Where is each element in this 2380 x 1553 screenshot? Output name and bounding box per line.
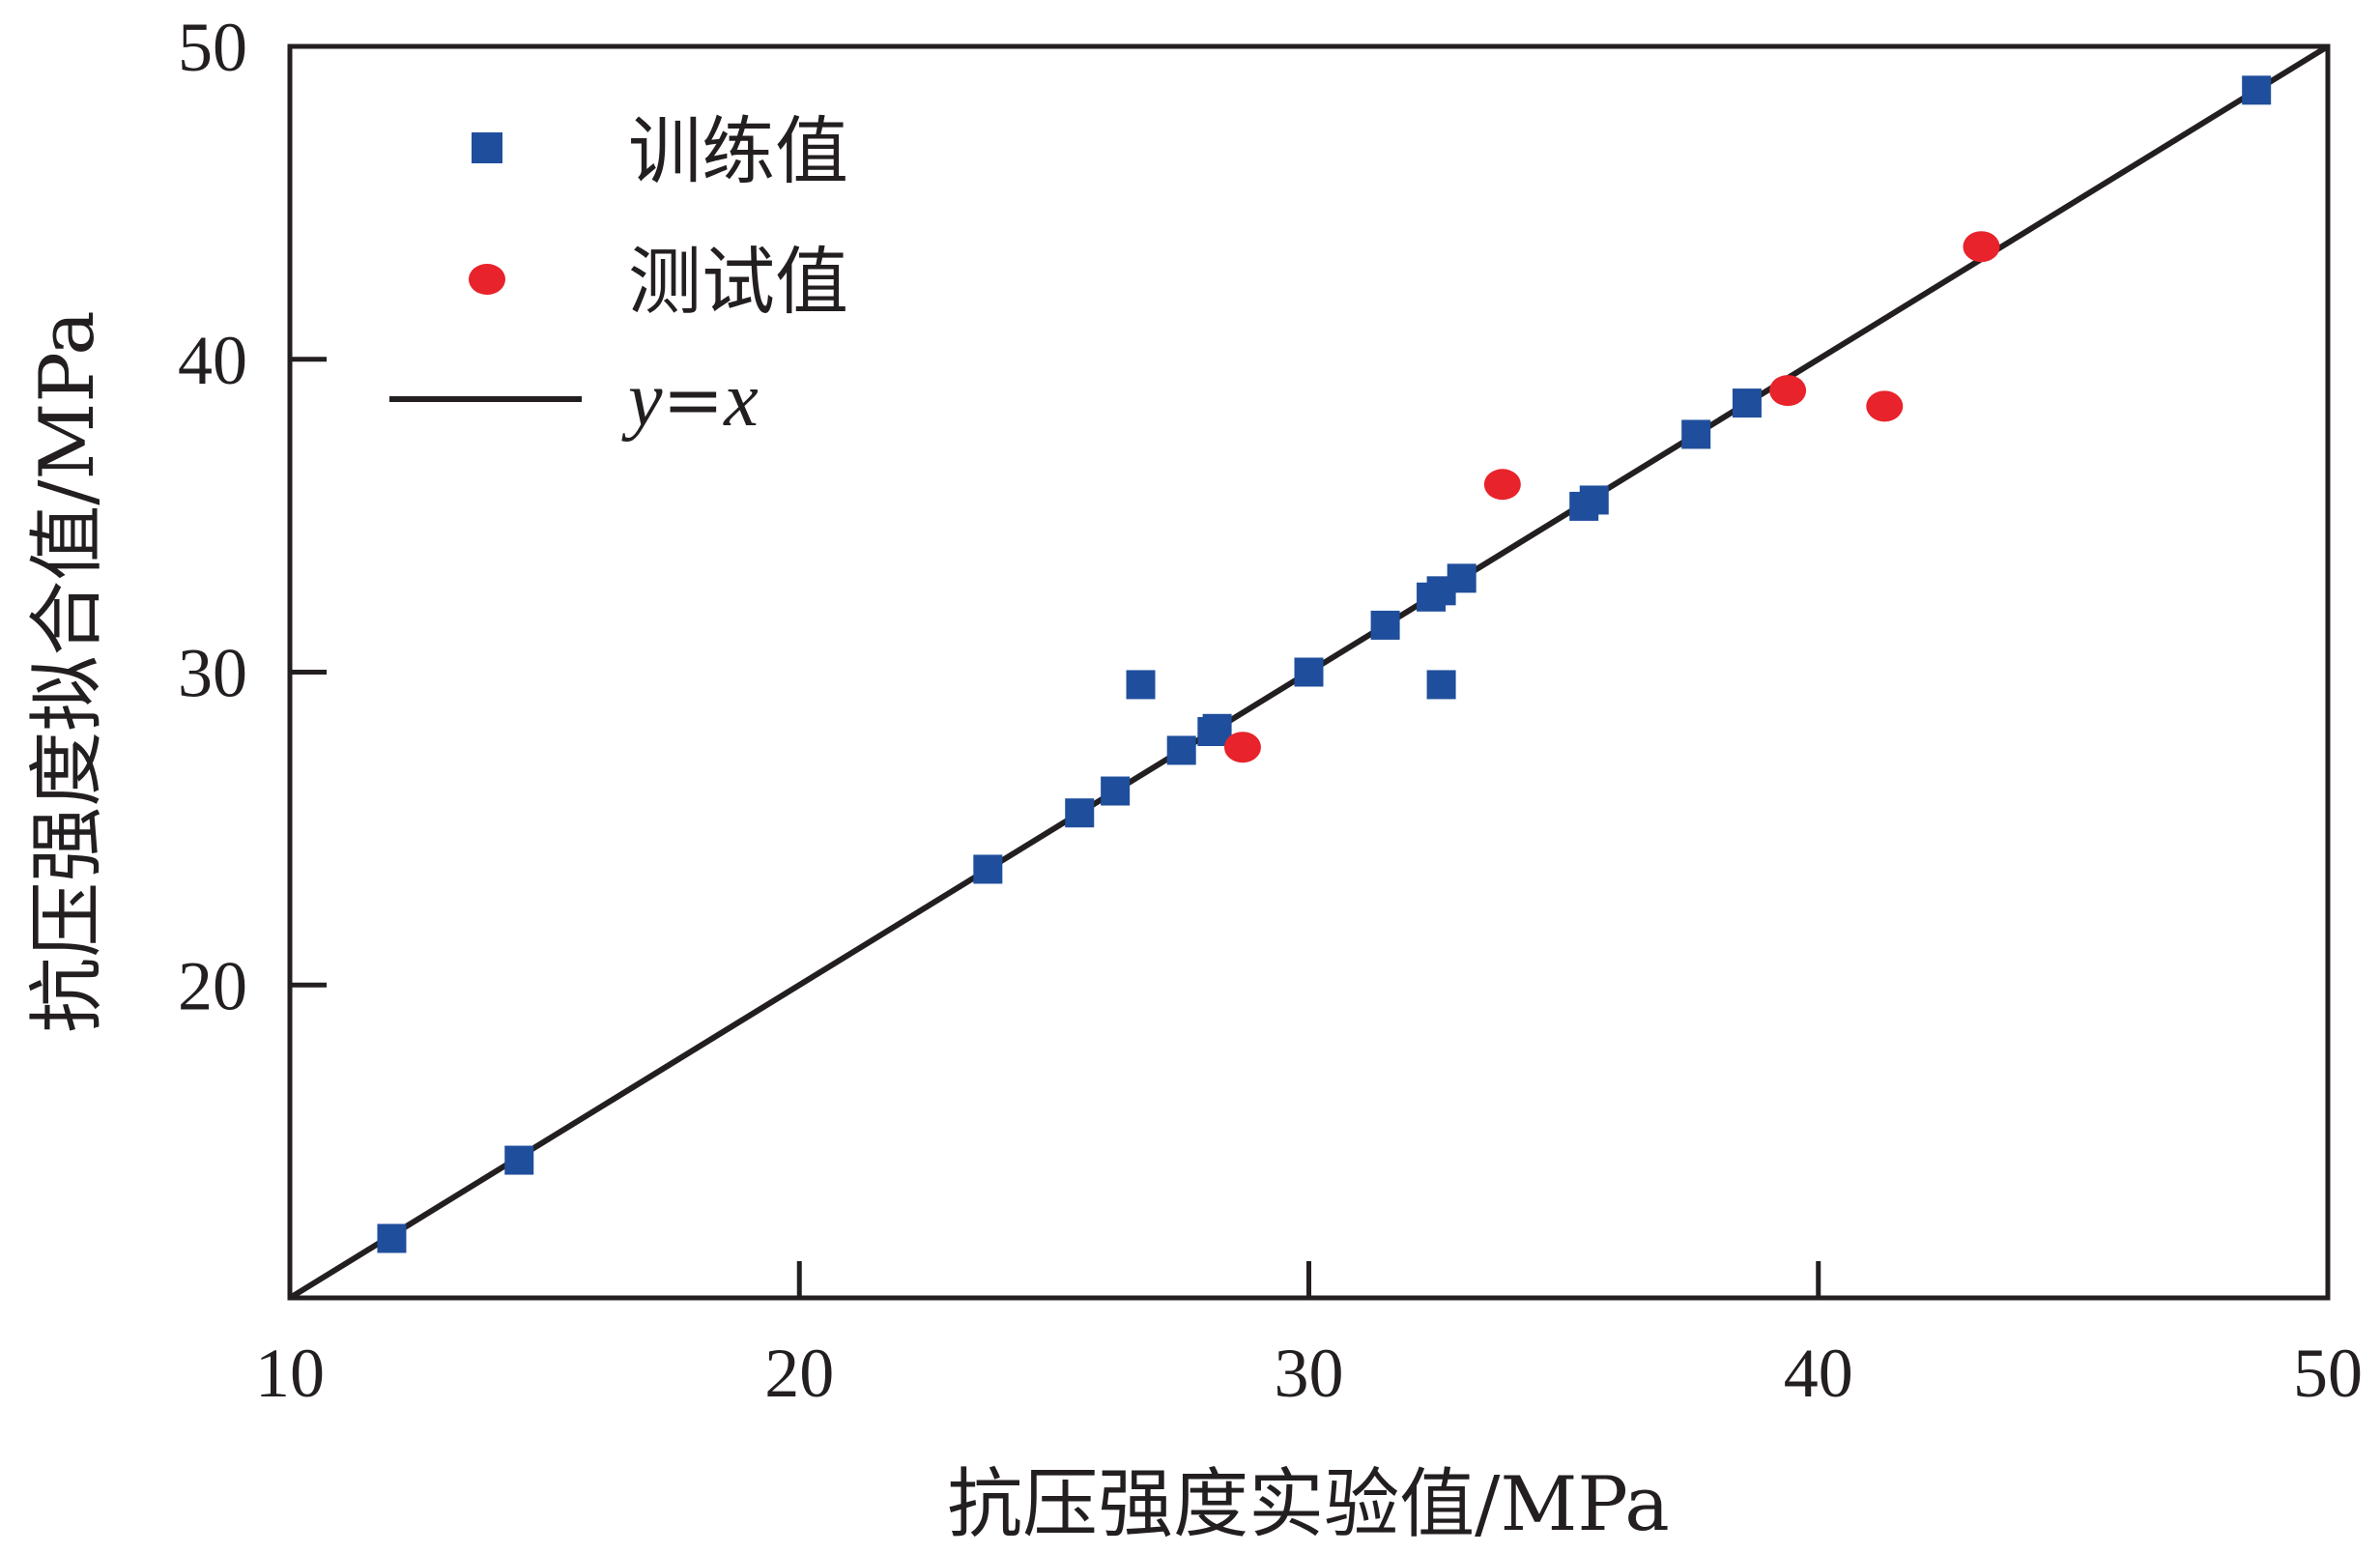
y-tick-label-40: 40	[178, 322, 247, 399]
train-point-17	[1681, 419, 1711, 449]
axis-ticks	[290, 357, 1821, 1298]
test-point-2	[1769, 375, 1807, 407]
train-point-19	[2242, 75, 2272, 105]
train-point-0	[377, 1223, 407, 1253]
train-point-4	[1101, 776, 1131, 806]
test-point-1	[1483, 469, 1521, 501]
legend-line-x: x	[723, 358, 759, 443]
legend-label-line: y=x	[621, 357, 759, 443]
train-point-16	[1579, 485, 1609, 515]
x-tick-label-50: 50	[2293, 1335, 2363, 1412]
legend-marker-test	[469, 264, 505, 295]
train-point-10	[1370, 610, 1400, 640]
test-point-3	[1866, 390, 1904, 422]
test-point-0	[1223, 732, 1261, 763]
legend-marker-train	[472, 132, 502, 163]
y-tick-label-50: 50	[178, 9, 247, 86]
train-point-8	[1202, 713, 1232, 743]
legend-line-y: y	[621, 358, 663, 443]
legend-line-eq: =	[663, 357, 725, 443]
test-point-4	[1963, 231, 2000, 263]
x-tick-label-40: 40	[1784, 1335, 1853, 1412]
train-point-14	[1447, 563, 1477, 593]
train-point-2	[973, 854, 1003, 884]
y-tick-label-20: 20	[178, 947, 247, 1024]
x-tick-label-30: 30	[1275, 1335, 1344, 1412]
train-point-3	[1065, 798, 1095, 828]
train-point-18	[1732, 388, 1762, 418]
legend-label-train: 训练值	[628, 108, 848, 194]
x-tick-label-10: 10	[255, 1335, 325, 1412]
tick-labels: 10 20 30 40 50 20 30 40 50	[178, 9, 2363, 1412]
legend: 训练值 测试值 y=x	[389, 108, 848, 443]
y-tick-label-30: 30	[178, 635, 247, 712]
x-tick-label-20: 20	[764, 1335, 834, 1412]
legend-label-test: 测试值	[628, 239, 848, 325]
train-point-9	[1294, 657, 1324, 687]
marker-layer	[377, 75, 2272, 1253]
train-point-5	[1126, 670, 1156, 700]
train-point-6	[1166, 735, 1196, 765]
train-point-1	[504, 1145, 534, 1175]
train-point-13	[1426, 670, 1456, 700]
x-axis-title: 抗压强度实验值/MPa	[947, 1461, 1670, 1548]
y-axis-title: 抗压强度拟合值/MPa	[24, 310, 111, 1033]
